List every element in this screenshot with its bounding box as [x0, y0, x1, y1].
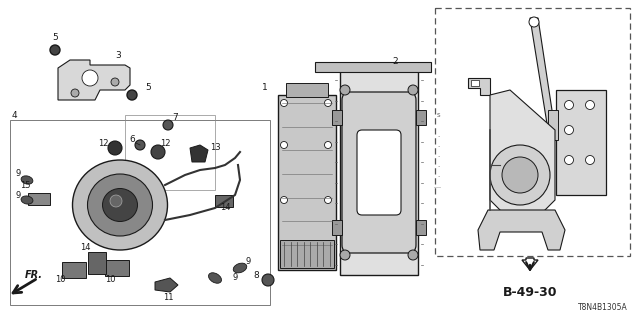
Ellipse shape — [72, 160, 168, 250]
Polygon shape — [190, 145, 208, 162]
Bar — [332, 220, 342, 235]
Bar — [435, 8, 630, 256]
Text: .: . — [437, 142, 439, 148]
Text: s: s — [436, 112, 440, 118]
Bar — [416, 110, 426, 125]
Ellipse shape — [21, 176, 33, 184]
Circle shape — [564, 125, 573, 134]
Text: 5: 5 — [52, 34, 58, 43]
Bar — [62, 262, 86, 278]
Circle shape — [71, 89, 79, 97]
Bar — [105, 260, 129, 276]
Text: 12: 12 — [160, 139, 170, 148]
Polygon shape — [490, 90, 555, 215]
Circle shape — [564, 156, 573, 164]
Circle shape — [529, 17, 539, 27]
Text: 10: 10 — [105, 276, 115, 284]
Polygon shape — [478, 210, 565, 250]
Bar — [278, 95, 336, 270]
FancyArrow shape — [522, 258, 538, 270]
Text: T8N4B1305A: T8N4B1305A — [579, 303, 628, 312]
FancyBboxPatch shape — [357, 130, 401, 215]
Bar — [215, 195, 233, 207]
Text: 13: 13 — [210, 143, 220, 153]
Bar — [315, 62, 431, 72]
Bar — [10, 120, 270, 305]
Text: 9: 9 — [15, 169, 20, 178]
Text: B-49-30: B-49-30 — [503, 285, 557, 299]
Circle shape — [163, 120, 173, 130]
Circle shape — [564, 100, 573, 109]
Text: .: . — [437, 152, 439, 158]
Text: 15: 15 — [20, 181, 30, 190]
Circle shape — [110, 195, 122, 207]
Text: 14: 14 — [220, 204, 230, 212]
Circle shape — [280, 141, 287, 148]
Ellipse shape — [21, 196, 33, 204]
Bar — [471, 80, 479, 86]
Circle shape — [108, 141, 122, 155]
Text: 14: 14 — [80, 244, 90, 252]
Circle shape — [586, 100, 595, 109]
Text: .: . — [437, 132, 439, 138]
Text: 5: 5 — [145, 84, 151, 92]
Text: 9: 9 — [15, 190, 20, 199]
Ellipse shape — [102, 188, 138, 221]
Polygon shape — [155, 278, 178, 292]
Circle shape — [82, 70, 98, 86]
Text: .: . — [437, 162, 439, 168]
Text: 9: 9 — [245, 258, 251, 267]
Text: 9: 9 — [232, 274, 237, 283]
Text: 7: 7 — [172, 113, 178, 122]
Circle shape — [111, 78, 119, 86]
Circle shape — [135, 140, 145, 150]
Ellipse shape — [88, 174, 152, 236]
Circle shape — [127, 90, 137, 100]
Circle shape — [324, 141, 332, 148]
Text: FR.: FR. — [25, 270, 43, 280]
Circle shape — [408, 85, 418, 95]
Text: 4: 4 — [11, 110, 17, 119]
Circle shape — [586, 156, 595, 164]
Bar — [556, 90, 606, 195]
Text: 12: 12 — [98, 139, 108, 148]
Text: .: . — [437, 172, 439, 178]
Circle shape — [280, 100, 287, 107]
Ellipse shape — [233, 263, 247, 273]
Polygon shape — [468, 78, 490, 95]
Circle shape — [50, 45, 60, 55]
Circle shape — [262, 274, 274, 286]
Text: ----: ---- — [434, 186, 442, 190]
Text: 2: 2 — [392, 58, 398, 67]
Circle shape — [324, 196, 332, 204]
Text: 11: 11 — [163, 293, 173, 302]
Bar — [286, 83, 328, 97]
Circle shape — [490, 145, 550, 205]
Bar — [28, 193, 50, 205]
Bar — [125, 115, 215, 190]
Bar — [416, 220, 426, 235]
Bar — [88, 252, 106, 274]
Circle shape — [340, 250, 350, 260]
Text: 6: 6 — [129, 135, 135, 145]
Circle shape — [324, 100, 332, 107]
Circle shape — [151, 145, 165, 159]
Circle shape — [340, 85, 350, 95]
Ellipse shape — [209, 273, 221, 283]
Polygon shape — [58, 60, 130, 100]
Bar — [548, 110, 558, 140]
FancyBboxPatch shape — [342, 92, 416, 253]
Bar — [280, 240, 334, 268]
Text: 10: 10 — [55, 276, 65, 284]
Circle shape — [280, 196, 287, 204]
Text: 1: 1 — [262, 84, 268, 92]
Circle shape — [502, 157, 538, 193]
Polygon shape — [530, 18, 555, 130]
Bar — [340, 70, 418, 275]
Text: 3: 3 — [115, 51, 121, 60]
Bar — [332, 110, 342, 125]
Text: 8: 8 — [253, 270, 259, 279]
Circle shape — [408, 250, 418, 260]
